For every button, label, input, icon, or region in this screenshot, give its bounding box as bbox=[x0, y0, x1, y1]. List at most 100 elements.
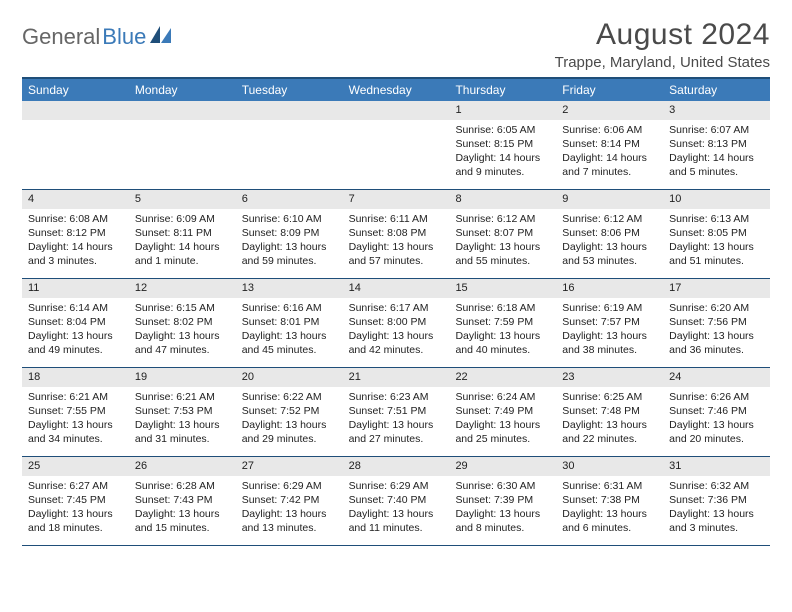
day-number: 29 bbox=[449, 457, 556, 476]
daylight-text: Daylight: 13 hours and 20 minutes. bbox=[669, 418, 764, 446]
daylight-text: Daylight: 13 hours and 47 minutes. bbox=[135, 329, 230, 357]
daylight-text: Daylight: 13 hours and 57 minutes. bbox=[349, 240, 444, 268]
day-cell: 13Sunrise: 6:16 AMSunset: 8:01 PMDayligh… bbox=[236, 279, 343, 367]
sunset-text: Sunset: 8:09 PM bbox=[242, 226, 337, 240]
sunset-text: Sunset: 7:40 PM bbox=[349, 493, 444, 507]
day-body: Sunrise: 6:11 AMSunset: 8:08 PMDaylight:… bbox=[343, 209, 450, 273]
sunset-text: Sunset: 8:02 PM bbox=[135, 315, 230, 329]
sunset-text: Sunset: 7:45 PM bbox=[28, 493, 123, 507]
calendar-page: GeneralBlue August 2024 Trappe, Maryland… bbox=[0, 0, 792, 556]
sunrise-text: Sunrise: 6:19 AM bbox=[562, 301, 657, 315]
daylight-text: Daylight: 13 hours and 45 minutes. bbox=[242, 329, 337, 357]
day-cell: 14Sunrise: 6:17 AMSunset: 8:00 PMDayligh… bbox=[343, 279, 450, 367]
sunset-text: Sunset: 8:08 PM bbox=[349, 226, 444, 240]
location-subtitle: Trappe, Maryland, United States bbox=[555, 54, 770, 71]
daylight-text: Daylight: 13 hours and 31 minutes. bbox=[135, 418, 230, 446]
sunrise-text: Sunrise: 6:14 AM bbox=[28, 301, 123, 315]
day-cell: 12Sunrise: 6:15 AMSunset: 8:02 PMDayligh… bbox=[129, 279, 236, 367]
sunrise-text: Sunrise: 6:12 AM bbox=[562, 212, 657, 226]
daylight-text: Daylight: 13 hours and 53 minutes. bbox=[562, 240, 657, 268]
sunrise-text: Sunrise: 6:26 AM bbox=[669, 390, 764, 404]
sunset-text: Sunset: 8:13 PM bbox=[669, 137, 764, 151]
daylight-text: Daylight: 13 hours and 3 minutes. bbox=[669, 507, 764, 535]
day-body: Sunrise: 6:28 AMSunset: 7:43 PMDaylight:… bbox=[129, 476, 236, 540]
day-cell: 4Sunrise: 6:08 AMSunset: 8:12 PMDaylight… bbox=[22, 190, 129, 278]
sunset-text: Sunset: 7:51 PM bbox=[349, 404, 444, 418]
day-number: 15 bbox=[449, 279, 556, 298]
sunrise-text: Sunrise: 6:30 AM bbox=[455, 479, 550, 493]
sunset-text: Sunset: 8:14 PM bbox=[562, 137, 657, 151]
page-header: GeneralBlue August 2024 Trappe, Maryland… bbox=[22, 18, 770, 71]
day-number: 27 bbox=[236, 457, 343, 476]
sunset-text: Sunset: 7:49 PM bbox=[455, 404, 550, 418]
day-body: Sunrise: 6:05 AMSunset: 8:15 PMDaylight:… bbox=[449, 120, 556, 184]
sunrise-text: Sunrise: 6:23 AM bbox=[349, 390, 444, 404]
day-number: 18 bbox=[22, 368, 129, 387]
sunrise-text: Sunrise: 6:11 AM bbox=[349, 212, 444, 226]
sunset-text: Sunset: 8:04 PM bbox=[28, 315, 123, 329]
sunset-text: Sunset: 8:11 PM bbox=[135, 226, 230, 240]
day-number: 11 bbox=[22, 279, 129, 298]
weekday-header: Saturday bbox=[663, 79, 770, 101]
day-body: Sunrise: 6:14 AMSunset: 8:04 PMDaylight:… bbox=[22, 298, 129, 362]
day-cell: 28Sunrise: 6:29 AMSunset: 7:40 PMDayligh… bbox=[343, 457, 450, 545]
sunset-text: Sunset: 8:15 PM bbox=[455, 137, 550, 151]
day-cell: 1Sunrise: 6:05 AMSunset: 8:15 PMDaylight… bbox=[449, 101, 556, 189]
week-row: 4Sunrise: 6:08 AMSunset: 8:12 PMDaylight… bbox=[22, 190, 770, 279]
day-body: Sunrise: 6:12 AMSunset: 8:07 PMDaylight:… bbox=[449, 209, 556, 273]
daylight-text: Daylight: 13 hours and 13 minutes. bbox=[242, 507, 337, 535]
day-number: 28 bbox=[343, 457, 450, 476]
day-number: 3 bbox=[663, 101, 770, 120]
sunset-text: Sunset: 7:48 PM bbox=[562, 404, 657, 418]
sunrise-text: Sunrise: 6:09 AM bbox=[135, 212, 230, 226]
day-body: Sunrise: 6:30 AMSunset: 7:39 PMDaylight:… bbox=[449, 476, 556, 540]
day-cell: 25Sunrise: 6:27 AMSunset: 7:45 PMDayligh… bbox=[22, 457, 129, 545]
day-number: 10 bbox=[663, 190, 770, 209]
day-number: 31 bbox=[663, 457, 770, 476]
day-number: 7 bbox=[343, 190, 450, 209]
daylight-text: Daylight: 13 hours and 36 minutes. bbox=[669, 329, 764, 357]
sunset-text: Sunset: 7:56 PM bbox=[669, 315, 764, 329]
day-body: Sunrise: 6:09 AMSunset: 8:11 PMDaylight:… bbox=[129, 209, 236, 273]
day-cell: 7Sunrise: 6:11 AMSunset: 8:08 PMDaylight… bbox=[343, 190, 450, 278]
daylight-text: Daylight: 13 hours and 27 minutes. bbox=[349, 418, 444, 446]
sunrise-text: Sunrise: 6:22 AM bbox=[242, 390, 337, 404]
sunset-text: Sunset: 7:53 PM bbox=[135, 404, 230, 418]
daylight-text: Daylight: 13 hours and 11 minutes. bbox=[349, 507, 444, 535]
day-body: Sunrise: 6:13 AMSunset: 8:05 PMDaylight:… bbox=[663, 209, 770, 273]
day-cell bbox=[236, 101, 343, 189]
day-number: 14 bbox=[343, 279, 450, 298]
daylight-text: Daylight: 13 hours and 15 minutes. bbox=[135, 507, 230, 535]
day-number: 9 bbox=[556, 190, 663, 209]
sunrise-text: Sunrise: 6:25 AM bbox=[562, 390, 657, 404]
day-number: 12 bbox=[129, 279, 236, 298]
day-body: Sunrise: 6:07 AMSunset: 8:13 PMDaylight:… bbox=[663, 120, 770, 184]
day-cell: 11Sunrise: 6:14 AMSunset: 8:04 PMDayligh… bbox=[22, 279, 129, 367]
day-body: Sunrise: 6:27 AMSunset: 7:45 PMDaylight:… bbox=[22, 476, 129, 540]
daylight-text: Daylight: 14 hours and 9 minutes. bbox=[455, 151, 550, 179]
weekday-header: Thursday bbox=[449, 79, 556, 101]
sunset-text: Sunset: 8:05 PM bbox=[669, 226, 764, 240]
day-number: 16 bbox=[556, 279, 663, 298]
sunrise-text: Sunrise: 6:24 AM bbox=[455, 390, 550, 404]
weekday-header: Tuesday bbox=[236, 79, 343, 101]
sunset-text: Sunset: 7:36 PM bbox=[669, 493, 764, 507]
day-body: Sunrise: 6:31 AMSunset: 7:38 PMDaylight:… bbox=[556, 476, 663, 540]
sunrise-text: Sunrise: 6:10 AM bbox=[242, 212, 337, 226]
daylight-text: Daylight: 14 hours and 5 minutes. bbox=[669, 151, 764, 179]
week-row: 11Sunrise: 6:14 AMSunset: 8:04 PMDayligh… bbox=[22, 279, 770, 368]
weekday-header-row: Sunday Monday Tuesday Wednesday Thursday… bbox=[22, 77, 770, 101]
day-number: 1 bbox=[449, 101, 556, 120]
day-cell: 24Sunrise: 6:26 AMSunset: 7:46 PMDayligh… bbox=[663, 368, 770, 456]
logo: GeneralBlue bbox=[22, 18, 172, 50]
sunrise-text: Sunrise: 6:13 AM bbox=[669, 212, 764, 226]
daylight-text: Daylight: 13 hours and 8 minutes. bbox=[455, 507, 550, 535]
logo-sail-icon bbox=[150, 26, 172, 49]
day-body: Sunrise: 6:26 AMSunset: 7:46 PMDaylight:… bbox=[663, 387, 770, 451]
day-cell: 2Sunrise: 6:06 AMSunset: 8:14 PMDaylight… bbox=[556, 101, 663, 189]
sunset-text: Sunset: 7:52 PM bbox=[242, 404, 337, 418]
day-number: 13 bbox=[236, 279, 343, 298]
daylight-text: Daylight: 13 hours and 40 minutes. bbox=[455, 329, 550, 357]
day-cell: 23Sunrise: 6:25 AMSunset: 7:48 PMDayligh… bbox=[556, 368, 663, 456]
daylight-text: Daylight: 13 hours and 22 minutes. bbox=[562, 418, 657, 446]
